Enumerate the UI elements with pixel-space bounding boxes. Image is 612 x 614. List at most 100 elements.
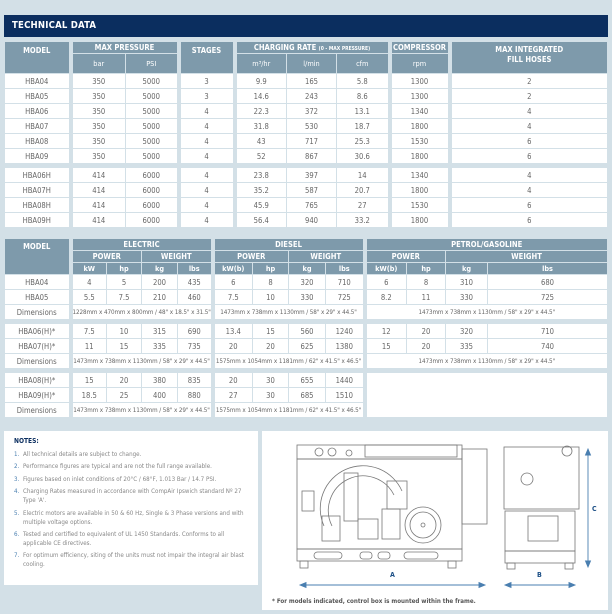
value-cell: 31.8 xyxy=(232,118,287,134)
value-cell: 414 xyxy=(68,167,126,183)
value-cell: 1340 xyxy=(387,103,450,119)
header-psi: PSI xyxy=(125,53,179,74)
value-cell: 30 xyxy=(252,387,289,403)
value-cell: 414 xyxy=(68,182,126,198)
value-cell: 6000 xyxy=(125,212,179,228)
figure-footnote: * For models indicated, control box is m… xyxy=(272,598,476,605)
table-row: HBA04 350 5000 3 9.9 165 5.8 1300 2 xyxy=(4,73,608,89)
value-cell: 680 xyxy=(487,274,608,290)
value-cell: 414 xyxy=(68,212,126,228)
value-cell: 7.5 xyxy=(210,289,253,305)
value-cell: 1300 xyxy=(387,73,450,89)
dimensions-value: 1228mm x 470mm x 800mm / 48" x 18.5" x 3… xyxy=(68,304,213,320)
value-cell: 18.7 xyxy=(336,118,390,134)
model-cell: HBA07 xyxy=(4,118,71,134)
notes-panel: NOTES: 1. All technical details are subje… xyxy=(4,431,258,585)
header-fill-hoses: MAX INTEGRATED FILL HOSES xyxy=(447,41,608,74)
dimensions-label: Dimensions xyxy=(4,402,71,418)
value-cell: 5000 xyxy=(125,103,179,119)
model-cell: HBA06 xyxy=(4,103,71,119)
header-kwb: kW(b) xyxy=(362,262,408,275)
value-cell: 6 xyxy=(210,274,253,290)
fill-hoses-line1: MAX INTEGRATED xyxy=(495,45,564,54)
value-cell: 4 xyxy=(176,118,235,134)
dimensions-row: Dimensions 1473mm x 738mm x 1130mm / 58" … xyxy=(4,353,608,369)
table-row: HBA09H 414 6000 4 56.4 940 33.2 1800 6 xyxy=(4,212,608,228)
notes-title: NOTES: xyxy=(14,437,39,445)
header-diesel-weight: WEIGHT xyxy=(287,250,366,263)
value-cell: 315 xyxy=(141,323,178,339)
header-kwb: kW(b) xyxy=(210,262,253,275)
value-cell: 560 xyxy=(288,323,326,339)
value-cell: 5 xyxy=(106,274,142,290)
dimensions-value: 1575mm x 1054mm x 1181mm / 62" x 41.5" x… xyxy=(210,353,366,369)
value-cell: 350 xyxy=(68,133,126,149)
value-cell: 11 xyxy=(406,289,447,305)
power-weight-table: MODEL ELECTRIC DIESEL PETROL/GASOLINE PO… xyxy=(4,238,608,418)
header-hp: hp xyxy=(406,262,447,275)
value-cell: 7.5 xyxy=(106,289,142,305)
header-diesel-power: POWER xyxy=(210,250,289,263)
value-cell: 1800 xyxy=(387,212,450,228)
value-cell: 20.7 xyxy=(336,182,390,198)
value-cell: 330 xyxy=(288,289,326,305)
value-cell: 3 xyxy=(176,73,235,89)
value-cell: 835 xyxy=(177,372,213,388)
value-cell: 2 xyxy=(447,73,608,89)
header-petrol: PETROL/GASOLINE xyxy=(362,238,608,251)
header-lmin: l/min xyxy=(286,53,337,74)
note-number: 1. xyxy=(14,451,20,458)
header-lbs: lbs xyxy=(487,262,608,275)
value-cell: 625 xyxy=(288,338,326,354)
model-cell: HBA06H xyxy=(4,167,71,183)
header-lbs: lbs xyxy=(324,262,366,275)
value-cell: 12 xyxy=(362,323,408,339)
value-cell: 5000 xyxy=(125,133,179,149)
note-number: 4. xyxy=(14,488,20,496)
model-cell: HBA06(H)* xyxy=(4,323,71,339)
value-cell: 210 xyxy=(141,289,178,305)
value-cell: 4 xyxy=(176,197,235,213)
value-cell: 5000 xyxy=(125,88,179,104)
value-cell: 6 xyxy=(447,133,608,149)
dimensions-value: 1473mm x 738mm x 1130mm / 58" x 29" x 44… xyxy=(68,353,213,369)
header-hp: hp xyxy=(252,262,289,275)
model-cell: HBA09H xyxy=(4,212,71,228)
value-cell: 20 xyxy=(406,338,447,354)
dimensions-value: 1473mm x 738mm x 1130mm / 58" x 29" x 44… xyxy=(68,402,213,418)
value-cell: 15 xyxy=(362,338,408,354)
value-cell: 6 xyxy=(447,197,608,213)
model-cell: HBA09(H)* xyxy=(4,387,71,403)
charging-rate-note: (0 - MAX PRESSURE) xyxy=(318,46,371,52)
value-cell: 35.2 xyxy=(232,182,287,198)
value-cell: 5000 xyxy=(125,148,179,164)
dimensions-label: Dimensions xyxy=(4,304,71,320)
value-cell: 7.5 xyxy=(68,323,107,339)
value-cell: 1440 xyxy=(324,372,366,388)
value-cell: 397 xyxy=(286,167,337,183)
value-cell: 372 xyxy=(286,103,337,119)
value-cell: 735 xyxy=(177,338,213,354)
model-cell: HBA08 xyxy=(4,133,71,149)
dimensions-value: 1473mm x 738mm x 1130mm / 58" x 29" x 44… xyxy=(362,353,608,369)
header-petrol-power: POWER xyxy=(362,250,447,263)
value-cell: 6000 xyxy=(125,167,179,183)
header-kg: kg xyxy=(141,262,178,275)
value-cell: 20 xyxy=(210,372,253,388)
value-cell: 45.9 xyxy=(232,197,287,213)
value-cell: 6 xyxy=(447,148,608,164)
value-cell: 18.5 xyxy=(68,387,107,403)
header-model: MODEL xyxy=(4,238,71,275)
notes-list: 1. All technical details are subject to c… xyxy=(14,450,248,569)
note-text: For optimum efficiency, siting of the un… xyxy=(23,552,244,569)
value-cell: 23.8 xyxy=(232,167,287,183)
model-cell: HBA04 xyxy=(4,73,71,89)
value-cell: 5000 xyxy=(125,118,179,134)
value-cell: 27 xyxy=(210,387,253,403)
dimensions-label: Dimensions xyxy=(4,353,71,369)
performance-table: MODEL MAX PRESSURE STAGES CHARGING RATE … xyxy=(4,41,608,228)
value-cell: 4 xyxy=(447,167,608,183)
value-cell: 1800 xyxy=(387,148,450,164)
value-cell: 1530 xyxy=(387,197,450,213)
value-cell: 4 xyxy=(176,148,235,164)
